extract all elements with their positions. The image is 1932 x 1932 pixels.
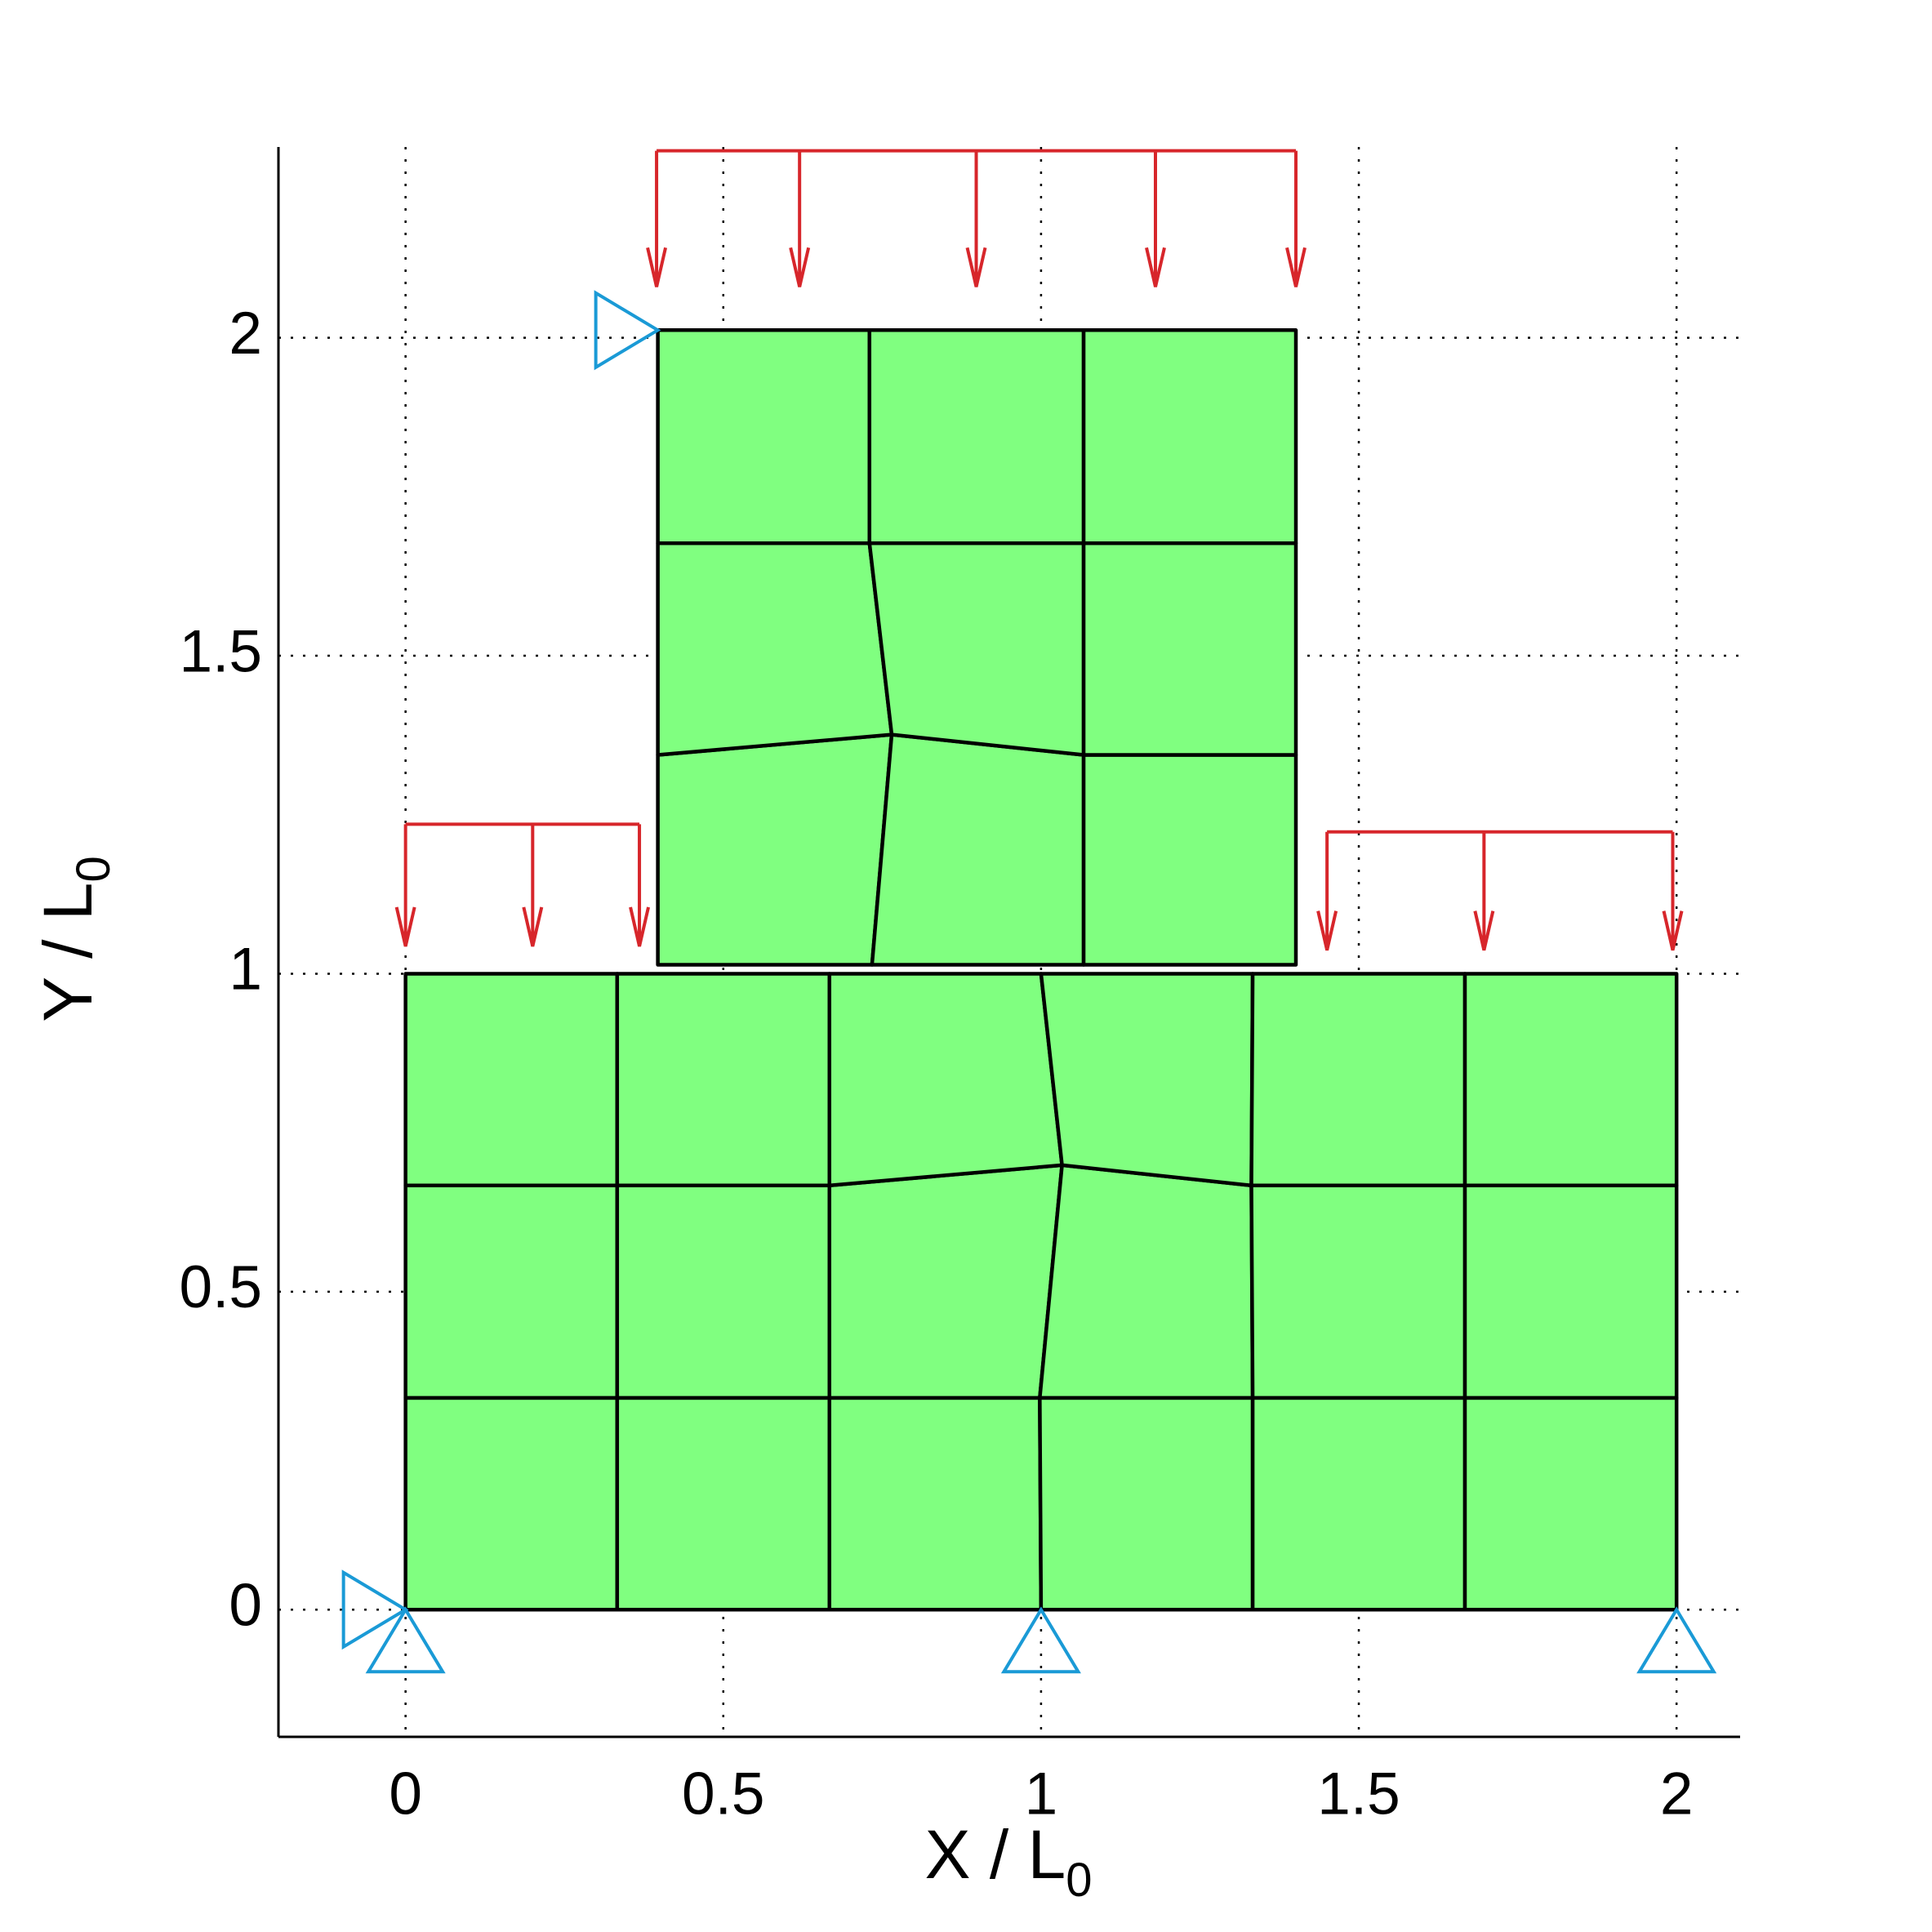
x-tick-label: 0.5	[682, 1761, 764, 1827]
mesh-element	[1250, 1396, 1467, 1612]
support	[1636, 1606, 1717, 1674]
mesh-element	[1462, 972, 1679, 1188]
y-tick-label: 1.5	[180, 618, 262, 684]
load-arrow	[629, 824, 651, 947]
x-tick-label: 1	[1025, 1761, 1058, 1827]
load-arrow	[1285, 150, 1307, 287]
y-tick-label: 0.5	[180, 1254, 262, 1320]
support	[594, 290, 661, 371]
mesh-element	[1081, 541, 1298, 757]
mesh-element	[1249, 972, 1467, 1188]
load-arrow	[1145, 150, 1166, 287]
load-arrow	[789, 150, 811, 287]
mesh-element	[1038, 1396, 1255, 1612]
mesh-element	[827, 972, 1064, 1188]
mesh-element	[870, 732, 1086, 967]
x-label-text: X / L	[924, 1816, 1066, 1893]
mesh-element	[1081, 753, 1298, 967]
y-tick-label: 2	[229, 300, 262, 367]
load-arrow	[965, 150, 987, 287]
y-tick-label: 0	[229, 1573, 262, 1639]
mesh-element	[1462, 1183, 1679, 1400]
mesh-element	[827, 1396, 1044, 1612]
mesh-element	[403, 1183, 620, 1400]
mesh-element	[1249, 1183, 1467, 1400]
support	[1000, 1606, 1081, 1674]
y-tick-label: 1	[229, 937, 262, 1003]
mesh-element	[656, 541, 894, 757]
x-tick-label: 0	[389, 1761, 422, 1827]
mesh-element	[827, 1163, 1064, 1400]
mesh-element	[403, 972, 620, 1188]
mesh-element	[615, 972, 832, 1188]
load-arrow	[646, 150, 668, 287]
y-label-text: Y / L	[29, 883, 106, 1022]
mesh-element	[615, 1183, 832, 1400]
x-label-subscript: 0	[1066, 1854, 1092, 1907]
load-arrow	[522, 824, 544, 947]
y-label-subscript: 0	[67, 856, 120, 882]
load-arrow	[1473, 831, 1495, 951]
x-tick-label: 2	[1660, 1761, 1694, 1827]
mesh-element	[615, 1396, 832, 1612]
mesh-element	[867, 541, 1086, 757]
mesh-element	[1038, 1163, 1255, 1400]
support	[341, 1569, 409, 1650]
y-axis-label: Y / L0	[29, 856, 120, 1022]
mesh-element	[1462, 1396, 1679, 1612]
load-arrow	[1316, 831, 1338, 951]
mesh-element	[867, 328, 1086, 545]
x-axis-label: X / L0	[924, 1816, 1092, 1907]
support	[365, 1606, 446, 1674]
mesh-element	[656, 732, 894, 967]
mesh-element	[656, 328, 872, 545]
load-arrow	[1662, 831, 1684, 951]
mesh-element	[1039, 972, 1255, 1188]
x-tick-label: 1.5	[1317, 1761, 1400, 1827]
load-arrow	[394, 824, 416, 947]
mesh-element	[1081, 328, 1298, 545]
mesh-element	[403, 1396, 620, 1612]
